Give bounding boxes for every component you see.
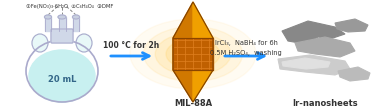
Polygon shape [278,56,350,75]
Ellipse shape [29,51,95,102]
FancyBboxPatch shape [51,30,73,44]
Ellipse shape [32,35,48,53]
Text: 0.5M H₂SO₄,  washing: 0.5M H₂SO₄, washing [210,50,282,56]
Polygon shape [338,67,370,81]
Polygon shape [173,39,213,70]
Ellipse shape [45,16,51,20]
Text: Ir-nanosheets: Ir-nanosheets [292,98,358,107]
Text: 20 mL: 20 mL [48,75,76,84]
Polygon shape [295,38,355,57]
Polygon shape [282,58,330,69]
Bar [59,18,65,32]
Ellipse shape [73,16,79,20]
Bar [73,18,79,32]
Polygon shape [282,22,345,45]
Ellipse shape [166,40,220,69]
Polygon shape [173,3,193,102]
Ellipse shape [130,20,256,89]
Polygon shape [193,3,213,102]
Ellipse shape [58,16,66,20]
Text: MIL-88A: MIL-88A [174,98,212,107]
Ellipse shape [155,34,231,75]
Text: IrCl₃,  NaBH₄ for 6h: IrCl₃, NaBH₄ for 6h [215,40,277,46]
Bar [45,18,51,32]
Text: 100 °C for 2h: 100 °C for 2h [103,41,159,50]
Text: ①Fe(NO₃)₃·6H₂O  ②C₆H₄O₄  ③DMF: ①Fe(NO₃)₃·6H₂O ②C₆H₄O₄ ③DMF [26,4,114,9]
Polygon shape [335,20,368,33]
Ellipse shape [144,27,243,82]
Ellipse shape [76,35,92,53]
Ellipse shape [26,41,98,102]
